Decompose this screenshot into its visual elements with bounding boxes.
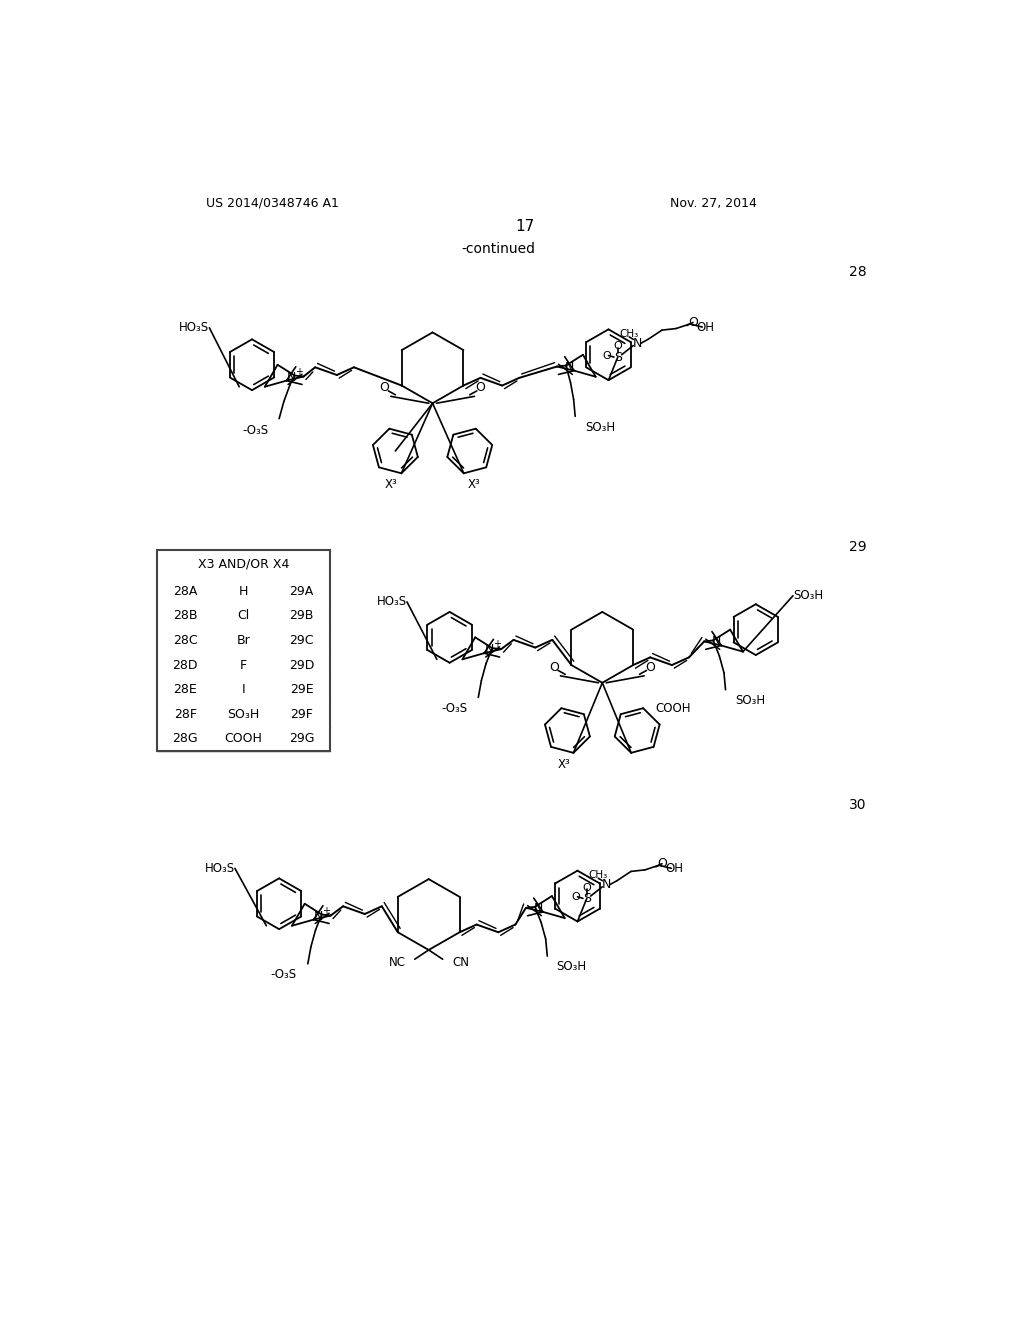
Text: +: + — [493, 639, 501, 649]
Text: OH: OH — [696, 321, 715, 334]
Text: HO₃S: HO₃S — [377, 595, 407, 609]
Text: N: N — [287, 371, 296, 384]
Text: 28A: 28A — [173, 585, 198, 598]
Text: -continued: -continued — [461, 243, 536, 256]
Text: 17: 17 — [515, 219, 535, 234]
Text: X³: X³ — [467, 478, 480, 491]
Text: NC: NC — [388, 956, 406, 969]
Text: N: N — [564, 360, 573, 374]
Text: CH₃: CH₃ — [589, 870, 608, 880]
Text: N: N — [534, 902, 543, 915]
Text: -O₃S: -O₃S — [242, 425, 268, 437]
Text: SO₃H: SO₃H — [735, 694, 765, 708]
Text: 29E: 29E — [290, 684, 313, 696]
Text: US 2014/0348746 A1: US 2014/0348746 A1 — [206, 197, 338, 210]
Text: N: N — [314, 909, 324, 923]
Text: 28F: 28F — [174, 708, 197, 721]
Text: O: O — [657, 857, 667, 870]
Text: 29B: 29B — [290, 610, 313, 622]
Text: O: O — [613, 342, 623, 351]
Text: 28E: 28E — [173, 684, 198, 696]
Text: 28G: 28G — [172, 733, 199, 746]
Text: +: + — [295, 367, 303, 376]
Text: 29D: 29D — [289, 659, 314, 672]
Text: 29C: 29C — [290, 634, 313, 647]
Text: O: O — [571, 892, 581, 902]
Text: SO₃H: SO₃H — [557, 961, 587, 973]
Text: O: O — [583, 883, 591, 892]
Text: Cl: Cl — [238, 610, 250, 622]
Text: COOH: COOH — [655, 702, 691, 714]
Text: N: N — [633, 337, 642, 350]
Text: X3 AND/OR X4: X3 AND/OR X4 — [198, 557, 289, 570]
Text: CN: CN — [452, 956, 469, 969]
Text: -O₃S: -O₃S — [441, 702, 467, 714]
Text: OH: OH — [666, 862, 683, 875]
Text: CH₃: CH₃ — [620, 329, 639, 339]
Text: F: F — [240, 659, 247, 672]
Text: SO₃H: SO₃H — [586, 421, 615, 434]
Text: O: O — [380, 381, 389, 395]
Text: HO₃S: HO₃S — [205, 862, 234, 875]
Text: 28D: 28D — [173, 659, 198, 672]
FancyBboxPatch shape — [158, 549, 330, 751]
Text: 30: 30 — [849, 799, 866, 812]
Text: 29F: 29F — [290, 708, 313, 721]
Text: O: O — [476, 381, 485, 395]
Text: S: S — [613, 351, 622, 363]
Text: 29: 29 — [849, 540, 866, 554]
Text: -O₃S: -O₃S — [270, 968, 297, 981]
Text: Br: Br — [237, 634, 250, 647]
Text: O: O — [688, 315, 698, 329]
Text: +: + — [323, 906, 331, 916]
Text: X³: X³ — [557, 758, 570, 771]
Text: 29G: 29G — [289, 733, 314, 746]
Text: O: O — [602, 351, 611, 360]
Text: 28: 28 — [849, 265, 866, 280]
Text: COOH: COOH — [224, 733, 262, 746]
Text: S: S — [583, 892, 591, 906]
Text: SO₃H: SO₃H — [793, 589, 823, 602]
Text: 29A: 29A — [290, 585, 313, 598]
Text: Nov. 27, 2014: Nov. 27, 2014 — [671, 197, 758, 210]
Text: HO₃S: HO₃S — [179, 321, 209, 334]
Text: 28B: 28B — [173, 610, 198, 622]
Text: N: N — [484, 643, 494, 656]
Text: SO₃H: SO₃H — [227, 708, 260, 721]
Text: I: I — [242, 684, 246, 696]
Text: H: H — [239, 585, 248, 598]
Text: X³: X³ — [385, 478, 398, 491]
Text: O: O — [549, 661, 559, 675]
Text: O: O — [645, 661, 655, 675]
Text: 28C: 28C — [173, 634, 198, 647]
Text: N: N — [601, 878, 611, 891]
Text: N: N — [712, 635, 721, 648]
